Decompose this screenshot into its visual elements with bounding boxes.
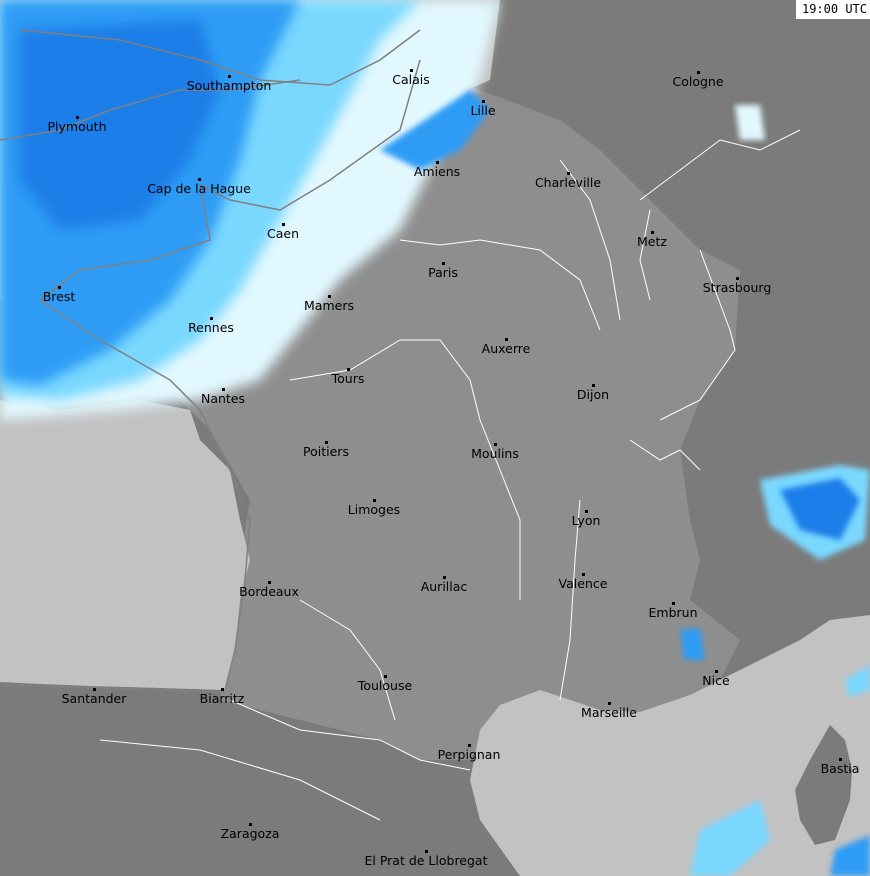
city-label: Nice	[702, 673, 730, 688]
city-label: Caen	[266, 226, 300, 241]
city-marker	[249, 823, 252, 826]
city-label: Lille	[470, 103, 496, 118]
city-label: Biarritz	[199, 691, 245, 706]
city-label: Auxerre	[481, 341, 531, 356]
city-marker	[651, 231, 654, 234]
city-marker	[410, 69, 413, 72]
city-marker	[736, 277, 739, 280]
city-marker	[282, 223, 285, 226]
city-label: Metz	[637, 234, 667, 249]
city-marker	[268, 581, 271, 584]
city-label: Santander	[61, 691, 127, 706]
city-marker	[582, 573, 585, 576]
city-marker	[443, 576, 446, 579]
atlantic-sea	[0, 400, 250, 690]
city-marker	[210, 317, 213, 320]
city-marker	[373, 499, 376, 502]
city-marker	[222, 388, 225, 391]
city-marker	[567, 172, 570, 175]
city-label: Nantes	[200, 391, 246, 406]
city-marker	[697, 71, 700, 74]
city-marker	[198, 178, 201, 181]
city-marker	[592, 384, 595, 387]
timestamp-label: 19:00 UTC	[795, 0, 870, 19]
city-marker	[328, 295, 331, 298]
city-marker	[505, 338, 508, 341]
city-label: Poitiers	[303, 444, 349, 459]
city-label: Valence	[558, 576, 608, 591]
city-label: Dijon	[576, 387, 610, 402]
city-label: Cologne	[672, 74, 724, 89]
city-marker	[93, 688, 96, 691]
city-marker	[347, 368, 350, 371]
city-label: Mamers	[304, 298, 354, 313]
city-label: Limoges	[347, 502, 401, 517]
city-marker	[494, 443, 497, 446]
city-marker	[76, 116, 79, 119]
city-label: Tours	[331, 371, 365, 386]
city-label: Paris	[428, 265, 458, 280]
city-marker	[839, 758, 842, 761]
city-marker	[425, 850, 428, 853]
city-label: Perpignan	[437, 747, 501, 762]
city-label: Brest	[42, 289, 76, 304]
city-label: Amiens	[413, 164, 461, 179]
city-label: Embrun	[648, 605, 698, 620]
rivers-and-borders	[99, 129, 801, 821]
city-label: Marseille	[581, 705, 637, 720]
city-marker	[672, 602, 675, 605]
city-marker	[715, 670, 718, 673]
city-label: El Prat de Llobregat	[364, 853, 488, 868]
city-label: Toulouse	[357, 678, 413, 693]
coastlines	[0, 29, 421, 693]
city-label: Plymouth	[47, 119, 107, 134]
city-marker	[228, 75, 231, 78]
city-marker	[436, 161, 439, 164]
city-label: Cap de la Hague	[147, 181, 251, 196]
corsica	[795, 725, 852, 845]
city-label: Lyon	[571, 513, 601, 528]
city-label: Moulins	[471, 446, 519, 461]
city-marker	[482, 100, 485, 103]
city-marker	[384, 675, 387, 678]
city-label: Rennes	[188, 320, 234, 335]
city-marker	[325, 441, 328, 444]
city-label: Strasbourg	[702, 280, 772, 295]
city-marker	[58, 286, 61, 289]
city-label: Southampton	[186, 78, 272, 93]
city-marker	[608, 702, 611, 705]
city-label: Aurillac	[420, 579, 468, 594]
city-label: Bastia	[820, 761, 860, 776]
mediterranean-sea	[470, 615, 870, 876]
city-label: Charleville	[534, 175, 602, 190]
city-label: Zaragoza	[220, 826, 280, 841]
city-marker	[442, 262, 445, 265]
city-label: Calais	[392, 72, 430, 87]
city-marker	[221, 688, 224, 691]
city-marker	[468, 744, 471, 747]
city-label: Bordeaux	[239, 584, 299, 599]
city-marker	[585, 510, 588, 513]
